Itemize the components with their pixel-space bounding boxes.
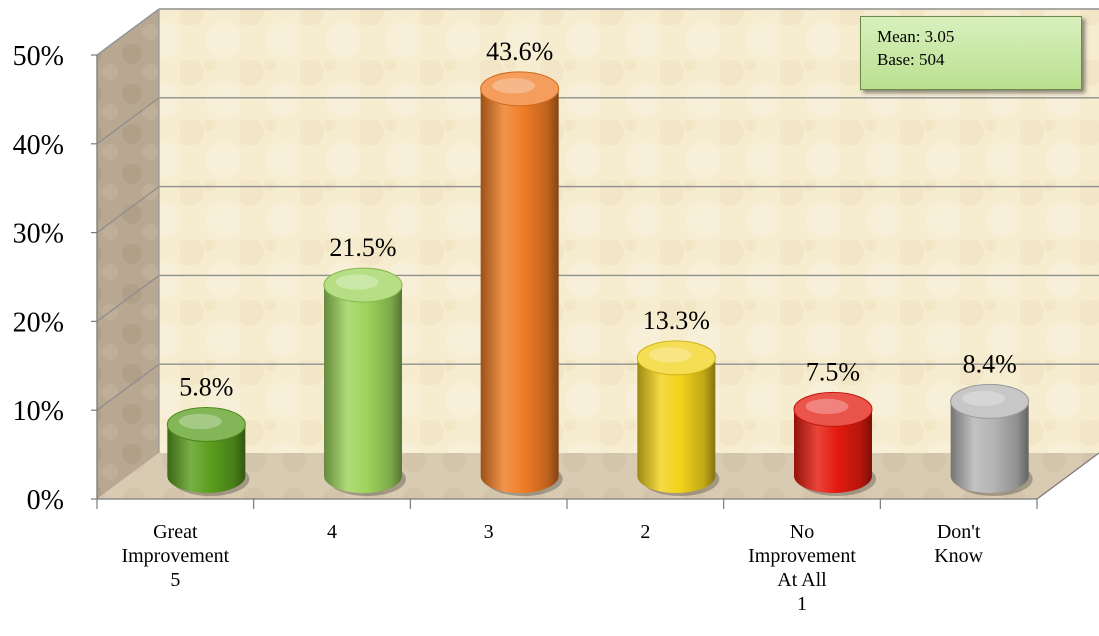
y-tick-label: 10% — [13, 396, 64, 427]
gridline-side — [96, 186, 160, 234]
x-tick-label-line: 5 — [170, 569, 180, 591]
y-tick-label: 40% — [13, 130, 64, 161]
x-tick-label-line: 1 — [797, 593, 807, 615]
bar — [166, 406, 250, 496]
bar — [323, 267, 406, 496]
x-tick-label: Great Improvement 5 — [121, 521, 229, 591]
bar-top — [793, 391, 873, 427]
base-label: Base: 504 — [877, 50, 945, 69]
x-tick-label-line: Great — [153, 521, 198, 543]
x-tick-label-line: Know — [934, 545, 983, 567]
bar-body — [167, 424, 246, 493]
y-tick-label: 50% — [13, 41, 64, 72]
data-label: 21.5% — [329, 233, 396, 262]
data-labels: 5.8%Great Improvement 521.5%443.6%313.3%27… — [121, 37, 1016, 615]
x-tick-label-line: Improvement — [121, 545, 229, 567]
data-label: 8.4% — [963, 349, 1017, 378]
data-label: 43.6% — [486, 37, 553, 66]
bar-body — [324, 285, 402, 493]
bar-body — [480, 88, 559, 493]
bar-top — [480, 71, 560, 107]
x-tick-label: Don't Know — [934, 521, 983, 567]
x-tick-label-line: Don't — [937, 521, 981, 543]
x-tick-label-line: At All — [777, 569, 827, 591]
bar-body — [794, 409, 872, 493]
x-tick-label-line: No — [790, 521, 814, 543]
bar — [950, 383, 1033, 496]
bar-highlight — [492, 78, 536, 94]
bar-highlight — [805, 398, 849, 415]
gridline-side — [96, 8, 160, 56]
data-label: 7.5% — [806, 357, 860, 386]
y-tick-label: 20% — [13, 307, 64, 338]
axes: 0% 10% 20% 30% 40% 50% — [13, 9, 1099, 516]
x-tick-label-line: Improvement — [748, 545, 856, 567]
bar — [793, 391, 876, 496]
bars — [166, 71, 1033, 496]
bar-highlight — [962, 390, 1006, 407]
bar-top — [323, 267, 403, 303]
y-tick-label: 30% — [13, 219, 64, 250]
x-tick-label: 2 — [640, 521, 650, 543]
x-tick-label: 4 — [327, 521, 337, 543]
gridline-side — [96, 363, 160, 411]
bar-top — [950, 383, 1030, 419]
mean-label: Mean: 3.05 — [877, 27, 955, 46]
x-tick-label: No Improvement At All 1 — [748, 521, 856, 615]
bar-highlight — [178, 413, 222, 430]
stats-legend-box: Mean: 3.05 Base: 504 — [860, 16, 1082, 90]
bar-highlight — [648, 347, 692, 363]
x-tick-label-line: 2 — [640, 521, 650, 543]
x-tick-label-line: 4 — [327, 521, 337, 543]
data-label: 5.8% — [179, 372, 233, 401]
bar-highlight — [335, 274, 379, 290]
bar-body — [950, 401, 1029, 493]
gridlines — [96, 8, 1099, 411]
bar-body — [637, 357, 716, 493]
floor-edge — [1036, 452, 1099, 500]
bar-top — [166, 406, 246, 442]
x-tick-label: 3 — [484, 521, 494, 543]
bar-top — [636, 340, 716, 376]
gridline-side — [96, 97, 160, 145]
x-tick-label-line: 3 — [484, 521, 494, 543]
bar — [636, 340, 720, 496]
gridline-side — [96, 274, 160, 322]
bar — [480, 71, 563, 496]
data-label: 13.3% — [643, 306, 710, 335]
side-wall — [97, 9, 159, 499]
y-tick-label: 0% — [27, 485, 64, 516]
